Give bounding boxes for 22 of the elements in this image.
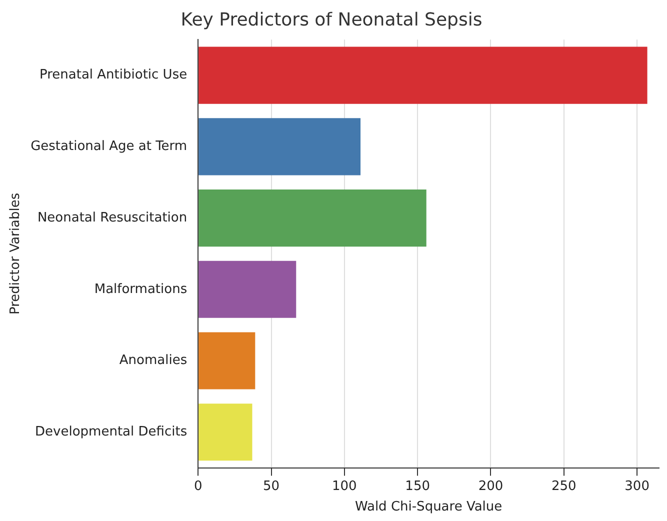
x-axis-title: Wald Chi-Square Value (354, 500, 502, 515)
x-tick-label: 50 (262, 478, 280, 494)
x-tick-label: 100 (332, 478, 357, 494)
bar (198, 46, 648, 104)
x-tick-label: 150 (405, 478, 430, 494)
y-tick-label: Anomalies (119, 353, 188, 368)
x-tick-label: 200 (478, 478, 504, 494)
y-tick-label: Neonatal Resuscitation (37, 210, 188, 226)
bar (198, 118, 361, 176)
bar (198, 404, 252, 461)
y-tick-label: Developmental Deficits (35, 424, 188, 440)
x-tick-label: 250 (551, 478, 576, 494)
bar (198, 332, 256, 390)
bar (198, 260, 296, 318)
bar (198, 189, 426, 247)
chart-title: Key Predictors of Neonatal Sepsis (180, 9, 482, 30)
y-tick-label: Malformations (94, 282, 188, 297)
y-axis-title: Predictor Variables (8, 192, 24, 315)
x-tick-label: 0 (194, 478, 202, 494)
y-tick-label: Prenatal Antibiotic Use (39, 68, 188, 83)
x-tick-label: 300 (624, 478, 650, 494)
y-tick-label: Gestational Age at Term (30, 139, 188, 154)
